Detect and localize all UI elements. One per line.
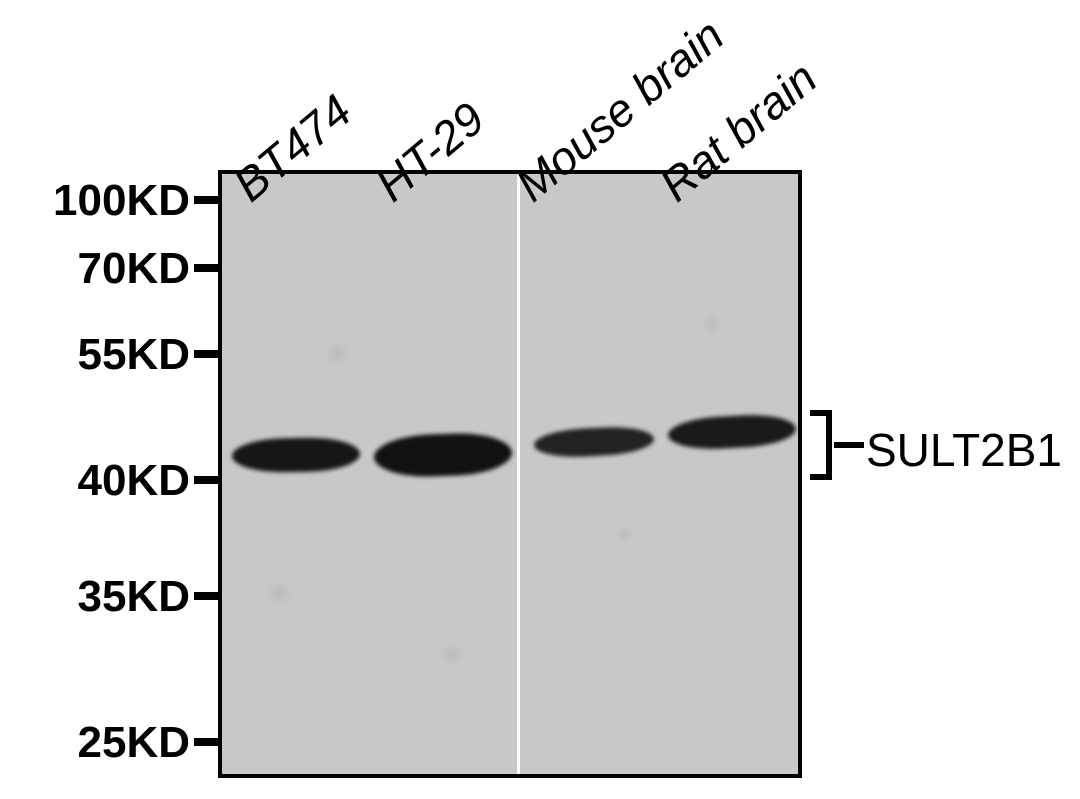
mw-marker-tick	[194, 196, 218, 204]
mw-marker-label: 25KD	[78, 718, 191, 768]
mw-marker-label: 100KD	[53, 176, 190, 226]
western-blot-figure: 100KD70KD55KD40KD35KD25KD BT474HT-29Mous…	[0, 0, 1080, 799]
mw-marker-tick	[194, 350, 218, 358]
mw-marker-label: 70KD	[78, 244, 191, 294]
mw-marker-tick	[194, 738, 218, 746]
target-bracket	[812, 410, 832, 480]
mw-marker-tick	[194, 264, 218, 272]
mw-marker-tick	[194, 476, 218, 484]
mw-marker-label: 35KD	[78, 572, 191, 622]
blot-membrane	[218, 170, 802, 778]
mw-marker-label: 40KD	[78, 456, 191, 506]
lane-divider	[517, 174, 520, 774]
mw-marker-label: 55KD	[78, 330, 191, 380]
target-protein-label: SULT2B1	[866, 423, 1062, 477]
mw-marker-tick	[194, 592, 218, 600]
target-bracket-tick	[834, 442, 864, 448]
